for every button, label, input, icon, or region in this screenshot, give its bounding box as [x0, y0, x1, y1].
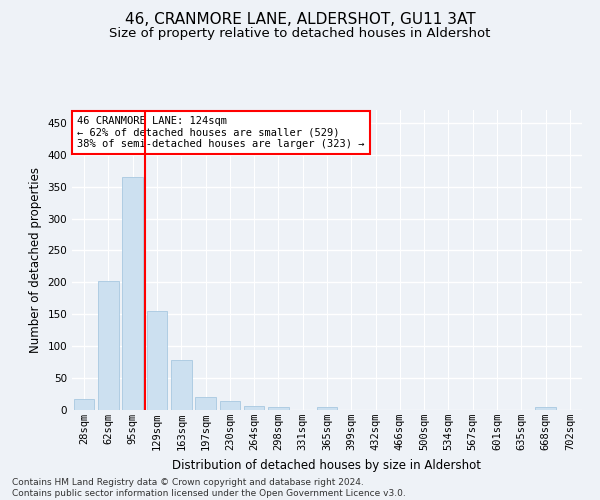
Bar [268, 407, 289, 410]
Text: Contains HM Land Registry data © Crown copyright and database right 2024.
Contai: Contains HM Land Registry data © Crown c… [12, 478, 406, 498]
Bar [244, 406, 265, 410]
Bar [171, 360, 191, 410]
Bar [74, 398, 94, 410]
Bar [122, 177, 143, 410]
Bar [317, 408, 337, 410]
Bar [220, 401, 240, 410]
Bar [535, 408, 556, 410]
X-axis label: Distribution of detached houses by size in Aldershot: Distribution of detached houses by size … [173, 458, 482, 471]
Bar [98, 281, 119, 410]
Text: 46 CRANMORE LANE: 124sqm
← 62% of detached houses are smaller (529)
38% of semi-: 46 CRANMORE LANE: 124sqm ← 62% of detach… [77, 116, 365, 149]
Bar [195, 397, 216, 410]
Y-axis label: Number of detached properties: Number of detached properties [29, 167, 42, 353]
Bar [146, 311, 167, 410]
Text: Size of property relative to detached houses in Aldershot: Size of property relative to detached ho… [109, 28, 491, 40]
Text: 46, CRANMORE LANE, ALDERSHOT, GU11 3AT: 46, CRANMORE LANE, ALDERSHOT, GU11 3AT [125, 12, 475, 28]
